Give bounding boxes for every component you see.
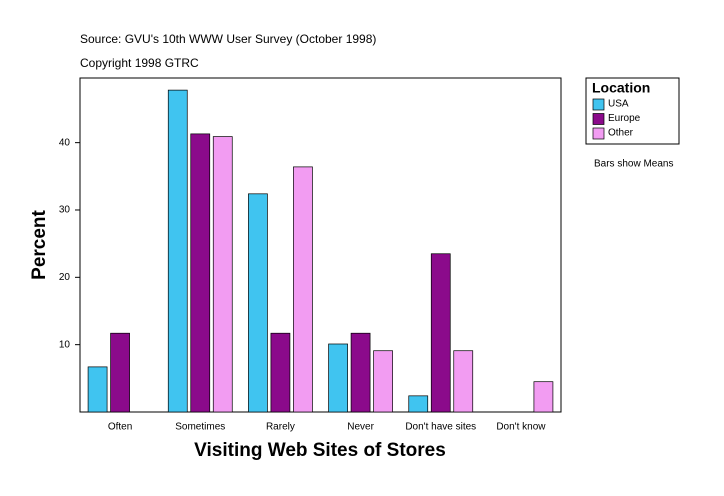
bar [293,166,313,413]
legend-title: Location [592,80,650,96]
bar [328,343,348,413]
y-tick-label: 10 [59,339,71,350]
legend-label: Europe [608,113,641,124]
bar [110,332,130,413]
legend-swatch [592,127,605,140]
legend-label: Other [608,128,634,139]
bar [430,253,451,413]
bar [533,381,554,413]
x-tick-label: Often [108,422,132,433]
x-tick-label: Don't have sites [405,422,476,433]
x-tick-label: Don't know [496,422,546,433]
legend-label: USA [608,99,629,110]
y-tick-label: 30 [59,205,71,216]
bar [453,350,474,413]
bar [190,133,211,413]
chart-title: Source: GVU's 10th WWW User Survey (Octo… [80,32,376,46]
y-axis-title: Percent [29,209,50,279]
bar [408,395,429,413]
chart-subtitle: Copyright 1998 GTRC [80,56,199,70]
x-tick-label: Never [347,422,374,433]
bar [87,366,108,413]
plot-frame [79,77,562,413]
bar [212,136,233,413]
y-tick-label: 20 [59,272,71,283]
bar [248,193,268,413]
legend-swatch [592,98,605,111]
bar [350,332,371,413]
x-axis-title: Visiting Web Sites of Stores [194,440,446,461]
bar [167,89,188,413]
annotation: Bars show Means [594,159,673,170]
x-tick-label: Rarely [266,422,295,433]
x-tick-label: Sometimes [175,422,225,433]
bar [270,332,291,413]
legend-swatch [592,113,605,125]
y-tick-label: 40 [59,137,71,148]
bar [373,350,393,413]
